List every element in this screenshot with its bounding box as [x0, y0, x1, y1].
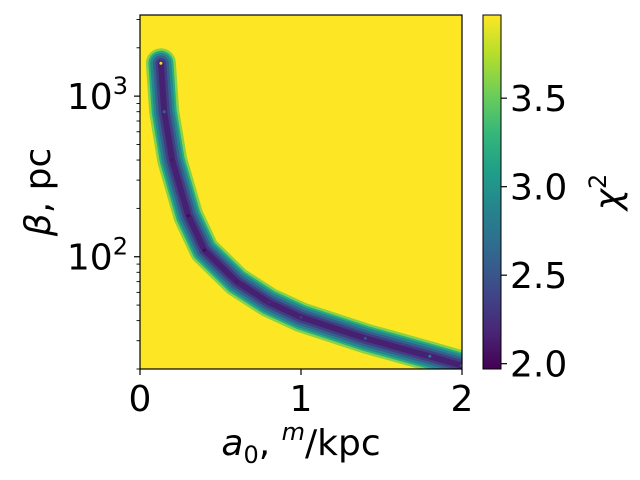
colorbar-tick-label: 3.5	[510, 79, 567, 120]
colorbar-label: χ2	[584, 174, 629, 213]
valley-ridge-point	[170, 158, 174, 162]
valley-ridge-point	[267, 300, 271, 304]
y-tick-label: 102	[67, 233, 128, 279]
x-tick-label: 0	[129, 379, 152, 420]
colorbar-tick-label: 2.5	[510, 256, 567, 297]
valley-ridge-point	[235, 280, 239, 284]
valley-ridge-point	[186, 214, 190, 218]
valley-ridge-point	[159, 61, 163, 65]
x-axis-label: a0, m/kpc	[221, 418, 380, 469]
colorbar-axis: 2.0 2.5 3.0 3.5	[501, 79, 567, 386]
valley-ridge-point	[363, 336, 367, 340]
colorbar-tick-label: 3.0	[510, 168, 567, 209]
y-tick-label: 103	[67, 72, 128, 118]
y-axis-label: β, pc	[18, 148, 59, 238]
heatmap-area	[140, 15, 462, 369]
valley-ridge-point	[202, 248, 206, 252]
y-axis: 102 103	[67, 19, 140, 370]
valley-ridge-point	[162, 110, 166, 114]
x-tick-label: 2	[451, 379, 474, 420]
colorbar	[482, 14, 502, 370]
x-tick-label: 1	[290, 379, 313, 420]
valley-ridge-point	[299, 315, 303, 319]
valley-ridge-point	[428, 354, 432, 358]
x-axis: 0 1 2	[129, 369, 474, 420]
colorbar-tick-label: 2.0	[510, 345, 567, 386]
